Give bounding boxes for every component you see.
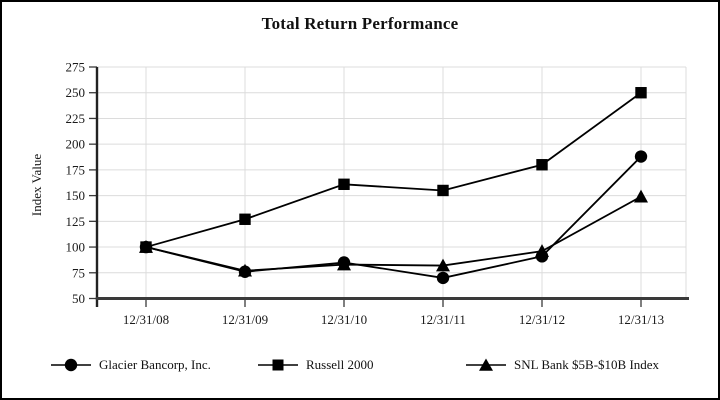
- square-marker-icon: [239, 213, 251, 225]
- y-tick-label: 250: [66, 85, 86, 100]
- y-tick-label: 225: [66, 111, 86, 126]
- y-tick-label: 200: [66, 137, 86, 152]
- series-line-circle: [145, 155, 642, 279]
- x-tick-label: 12/31/08: [123, 312, 169, 327]
- y-tick-label: 125: [66, 214, 86, 229]
- circle-marker-icon: [337, 256, 351, 269]
- legend-item-glacier-bancorp: Glacier Bancorp, Inc.: [50, 356, 211, 374]
- line-chart-canvas: 50 75 100 125 150 175 200 225 250 275 12/31/08 12/3…: [29, 60, 689, 327]
- y-tick-label: 275: [66, 60, 86, 75]
- y-tick-label: 175: [66, 162, 86, 177]
- legend-label-glacier-bancorp: Glacier Bancorp, Inc.: [99, 357, 211, 372]
- square-marker-icon: [536, 159, 548, 171]
- series-line-square: [145, 91, 642, 248]
- y-axis-title: Index Value: [29, 154, 44, 216]
- circle-marker-icon: [436, 271, 450, 285]
- y-tick-label: 75: [72, 265, 85, 280]
- x-tick-label: 12/31/10: [321, 312, 367, 327]
- triangle-marker-icon: [466, 358, 506, 371]
- series-line-triangle: [145, 195, 642, 272]
- legend-item-russell-2000: Russell 2000: [257, 356, 374, 374]
- circle-marker-icon: [238, 265, 252, 278]
- y-tick-label: 50: [72, 291, 85, 306]
- triangle-marker-icon: [634, 189, 648, 203]
- circle-marker-icon: [535, 250, 549, 263]
- legend-label-russell-2000: Russell 2000: [306, 357, 374, 372]
- square-marker-icon: [635, 87, 647, 99]
- x-tick-label: 12/31/11: [420, 312, 466, 327]
- chart-title: Total Return Performance: [261, 14, 459, 33]
- square-marker-icon: [338, 178, 350, 190]
- circle-marker-icon: [634, 150, 648, 163]
- square-marker-icon: [258, 359, 298, 371]
- x-tick-label: 12/31/09: [222, 312, 268, 327]
- legend-item-snl-bank-index: SNL Bank $5B-$10B Index: [465, 356, 659, 374]
- circle-marker-icon: [51, 358, 91, 372]
- x-tick-label: 12/31/12: [519, 312, 565, 327]
- x-tick-label: 12/31/13: [618, 312, 664, 327]
- triangle-marker-icon: [436, 258, 450, 272]
- square-marker-icon: [140, 241, 152, 253]
- legend-label-snl-bank-index: SNL Bank $5B-$10B Index: [514, 357, 660, 372]
- y-tick-label: 100: [66, 240, 86, 255]
- square-marker-icon: [437, 184, 449, 197]
- y-tick-label: 150: [66, 188, 86, 203]
